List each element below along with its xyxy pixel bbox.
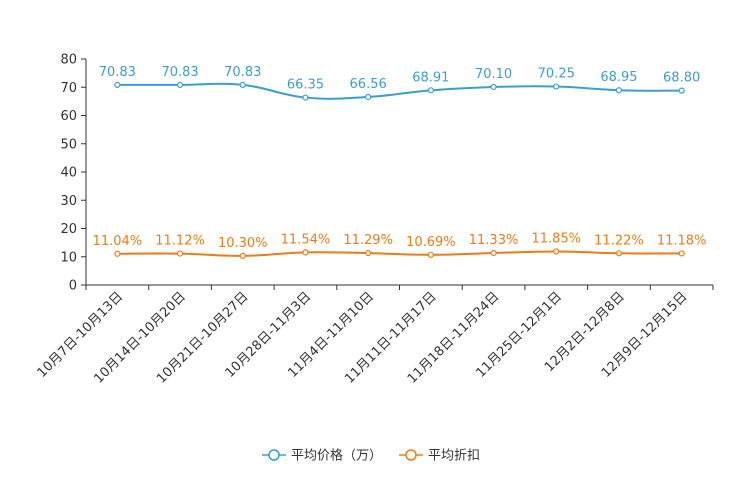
data-label: 11.29% xyxy=(343,233,393,248)
series-line xyxy=(117,250,682,257)
data-point[interactable] xyxy=(490,83,497,91)
data-point[interactable] xyxy=(365,93,372,101)
y-tick-label: 60 xyxy=(60,109,77,124)
series-avg-discount: 11.04% 11.12% 10.30% 11.54% 11.29% 10.69% 11.3… xyxy=(93,232,707,260)
legend-label: 平均价格（万） xyxy=(291,448,382,464)
y-tick-label: 0 xyxy=(69,279,77,294)
data-label: 70.10 xyxy=(475,67,512,82)
legend-item-avg-discount[interactable]: 平均折扣 xyxy=(399,449,480,464)
data-point[interactable] xyxy=(553,248,560,255)
data-point[interactable] xyxy=(365,250,372,257)
data-point[interactable] xyxy=(427,87,434,94)
data-point[interactable] xyxy=(239,81,246,89)
y-tick-label: 20 xyxy=(60,222,77,237)
data-label: 68.95 xyxy=(600,70,637,85)
data-label: 11.33% xyxy=(469,233,519,248)
y-tick-label: 40 xyxy=(60,166,77,181)
data-label: 11.12% xyxy=(155,234,205,249)
data-label: 10.30% xyxy=(218,236,268,251)
y-tick-label: 10 xyxy=(60,250,77,265)
data-label: 70.83 xyxy=(99,65,136,80)
data-label: 70.25 xyxy=(538,67,575,82)
data-label: 11.18% xyxy=(657,233,707,248)
data-label: 66.35 xyxy=(287,78,324,93)
legend-marker-icon xyxy=(268,449,280,461)
data-label: 11.04% xyxy=(93,234,143,249)
data-label: 11.85% xyxy=(531,232,581,247)
data-point[interactable] xyxy=(302,249,309,256)
data-label: 11.22% xyxy=(594,233,644,248)
data-point[interactable] xyxy=(615,87,623,94)
data-point[interactable] xyxy=(239,252,246,260)
legend[interactable]: 平均价格（万） 平均折扣 xyxy=(262,448,480,464)
series-line xyxy=(117,82,682,100)
data-point[interactable] xyxy=(615,250,623,257)
data-label: 11.54% xyxy=(281,232,331,247)
legend-label: 平均折扣 xyxy=(428,449,480,464)
legend-item-avg-price[interactable]: 平均价格（万） xyxy=(262,448,382,464)
data-point[interactable] xyxy=(553,83,560,90)
data-label: 68.91 xyxy=(412,70,449,85)
data-point[interactable] xyxy=(678,250,685,257)
data-label: 68.80 xyxy=(663,71,700,86)
legend-marker-icon xyxy=(405,449,417,461)
data-label: 70.83 xyxy=(161,65,198,80)
data-point[interactable] xyxy=(678,87,685,94)
series-layer: 70.83 70.83 70.83 66.35 66.56 68.91 70.10 70.25… xyxy=(93,65,707,260)
y-tick-label: 70 xyxy=(60,81,77,96)
y-tick-label: 30 xyxy=(60,194,77,209)
data-label: 66.56 xyxy=(350,77,387,92)
data-point[interactable] xyxy=(427,251,434,258)
series-avg-price: 70.83 70.83 70.83 66.35 66.56 68.91 70.10 70.25… xyxy=(99,65,700,101)
y-tick-label: 80 xyxy=(60,53,77,68)
y-tick-label: 50 xyxy=(60,137,77,152)
data-point[interactable] xyxy=(176,81,184,89)
data-point[interactable] xyxy=(176,250,184,257)
axes: 0102030405060708010月7日-10月13日10月14日-10月2… xyxy=(35,53,714,387)
data-point[interactable] xyxy=(114,81,121,89)
data-point[interactable] xyxy=(114,250,121,257)
data-point[interactable] xyxy=(490,249,497,257)
data-point[interactable] xyxy=(302,94,309,101)
data-label: 10.69% xyxy=(406,235,456,250)
data-label: 70.83 xyxy=(224,65,261,80)
